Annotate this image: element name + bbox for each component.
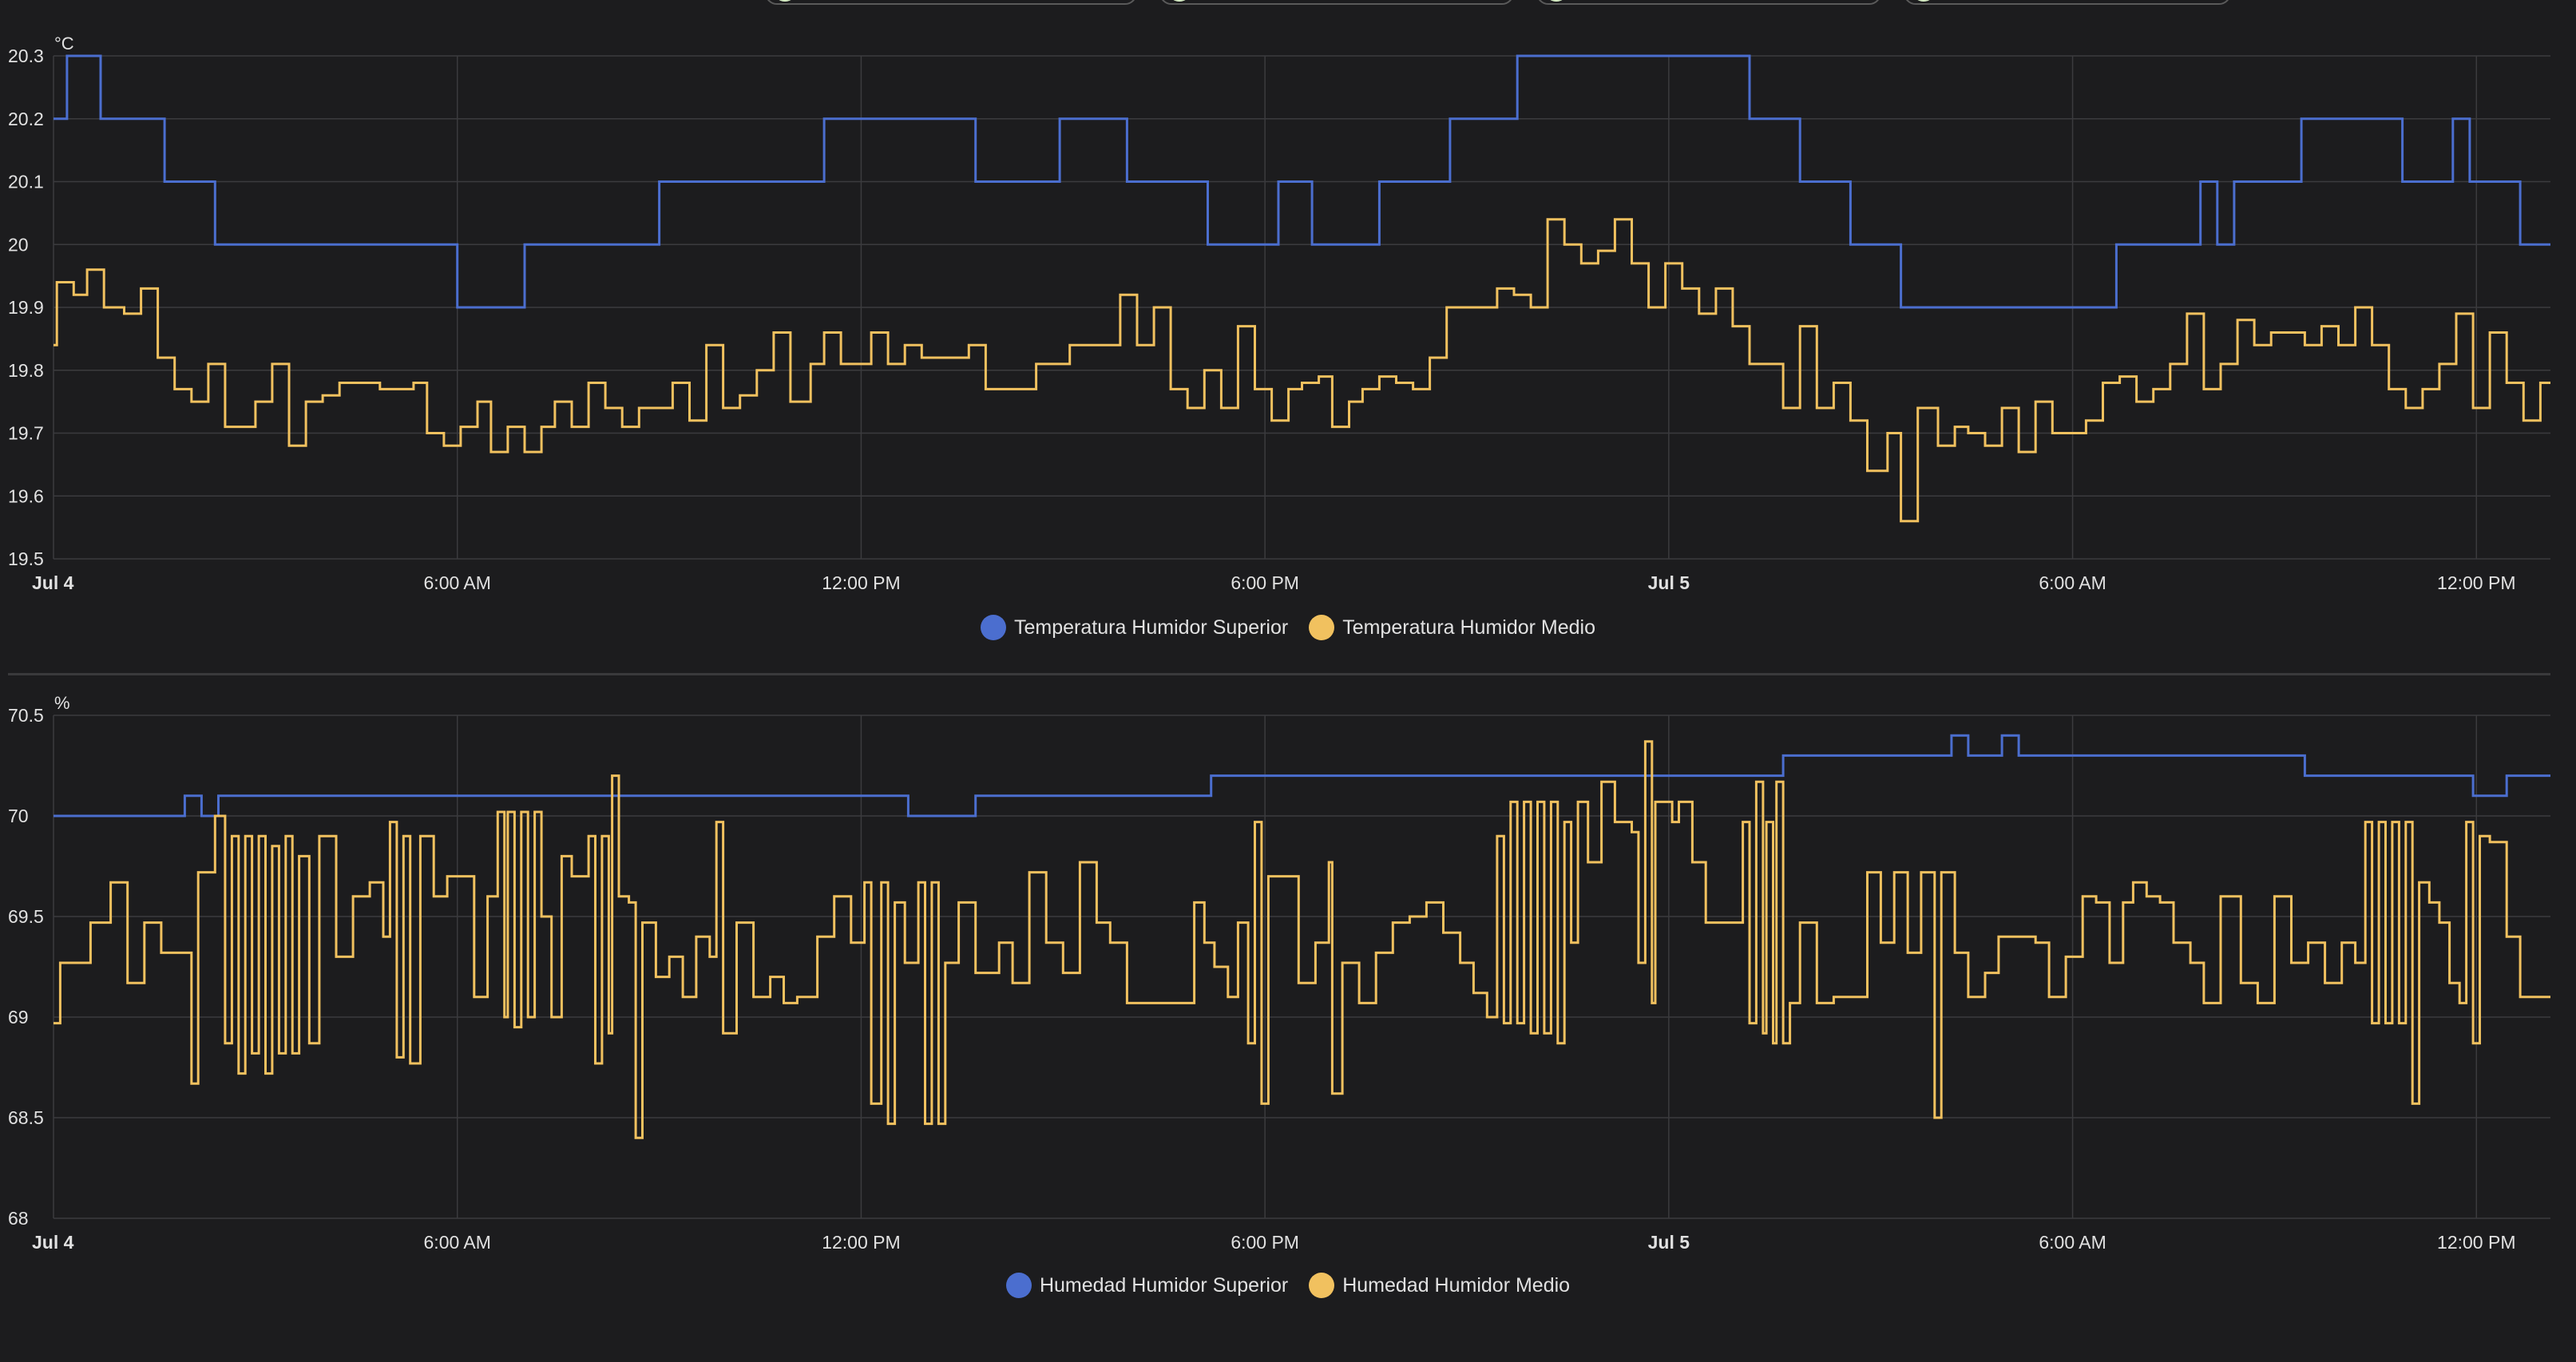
x-tick-label: 6:00 PM — [1231, 1232, 1299, 1253]
legend-item-temperatura-superior[interactable]: Temperatura Humidor Superior — [981, 615, 1288, 640]
y-tick-label: 19.7 — [8, 423, 44, 444]
unit-label: % — [54, 693, 70, 713]
filter-chip[interactable] — [765, 0, 1137, 5]
unit-label: °C — [54, 34, 74, 53]
y-tick-label: 69.5 — [8, 906, 44, 927]
x-tick-label: Jul 5 — [1648, 1232, 1690, 1253]
chip-icon — [1167, 0, 1191, 2]
y-tick-label: 70 — [8, 806, 29, 826]
humidity-chart: 70.5 70 69.5 69 68.5 68 Jul 4 6:00 AM 12:00 PM 6:… — [0, 691, 2576, 1266]
legend-swatch-icon — [1309, 1273, 1335, 1298]
y-tick-label: 19.8 — [8, 360, 44, 381]
x-tick-label: 12:00 PM — [822, 1232, 900, 1253]
y-tick-label: 68.5 — [8, 1107, 44, 1128]
filter-chip[interactable] — [1904, 0, 2231, 5]
x-tick-label: 6:00 AM — [2039, 1232, 2106, 1253]
x-tick-label: Jul 4 — [32, 1232, 74, 1253]
filter-chip-bar — [0, 0, 2576, 8]
x-tick-label: 6:00 AM — [424, 1232, 491, 1253]
x-tick-label: 6:00 AM — [424, 572, 491, 593]
filter-chip[interactable] — [1159, 0, 1514, 5]
x-tick-label: 12:00 PM — [2437, 1232, 2515, 1253]
filter-chip[interactable] — [1536, 0, 1881, 5]
legend-item-humedad-superior[interactable]: Humedad Humidor Superior — [1005, 1273, 1289, 1298]
series-line-medio[interactable] — [54, 218, 2550, 523]
y-tick-label: 20.3 — [8, 46, 44, 66]
legend-swatch-icon — [981, 615, 1006, 640]
legend-swatch-icon — [1005, 1273, 1032, 1298]
series-line-superior[interactable] — [54, 54, 2550, 309]
chart-divider — [8, 673, 2550, 675]
y-tick-label: 19.6 — [8, 485, 44, 506]
legend-item-humedad-medio[interactable]: Humedad Humidor Medio — [1309, 1273, 1570, 1298]
chip-icon — [1912, 0, 1936, 2]
legend-label: Humedad Humidor Medio — [1342, 1273, 1571, 1297]
y-tick-label: 68 — [8, 1208, 29, 1229]
y-tick-label: 69 — [8, 1007, 29, 1027]
y-tick-label: 19.9 — [8, 297, 44, 318]
chip-icon — [1544, 0, 1568, 2]
y-tick-label: 20.2 — [8, 109, 44, 129]
temperature-chart-svg[interactable]: 20.3 20.2 20.1 20 19.9 19.8 19.7 19.6 19.5 Jul 4 6… — [0, 32, 2576, 607]
x-tick-label: Jul 5 — [1648, 572, 1690, 593]
x-tick-label: 6:00 PM — [1231, 572, 1299, 593]
temperature-legend: Temperatura Humidor Superior Temperatura… — [0, 615, 2576, 640]
legend-item-temperatura-medio[interactable]: Temperatura Humidor Medio — [1309, 615, 1595, 640]
humidity-legend: Humedad Humidor Superior Humedad Humidor… — [0, 1273, 2576, 1298]
x-tick-label: 6:00 AM — [2039, 572, 2106, 593]
series-line-superior[interactable] — [54, 734, 2550, 818]
x-tick-label: 12:00 PM — [2437, 572, 2515, 593]
x-tick-label: Jul 4 — [32, 572, 74, 593]
legend-swatch-icon — [1309, 615, 1335, 640]
legend-label: Temperatura Humidor Medio — [1342, 616, 1595, 639]
legend-label: Humedad Humidor Superior — [1039, 1273, 1289, 1297]
chip-icon — [773, 0, 797, 2]
y-tick-label: 20 — [8, 234, 29, 255]
y-tick-label: 70.5 — [8, 705, 44, 726]
temperature-chart: 20.3 20.2 20.1 20 19.9 19.8 19.7 19.6 19.5 Jul 4 6… — [0, 32, 2576, 607]
legend-label: Temperatura Humidor Superior — [1014, 616, 1289, 639]
y-tick-label: 20.1 — [8, 172, 44, 192]
y-tick-label: 19.5 — [8, 548, 44, 569]
x-tick-label: 12:00 PM — [822, 572, 900, 593]
series-line-medio[interactable] — [54, 740, 2550, 1139]
